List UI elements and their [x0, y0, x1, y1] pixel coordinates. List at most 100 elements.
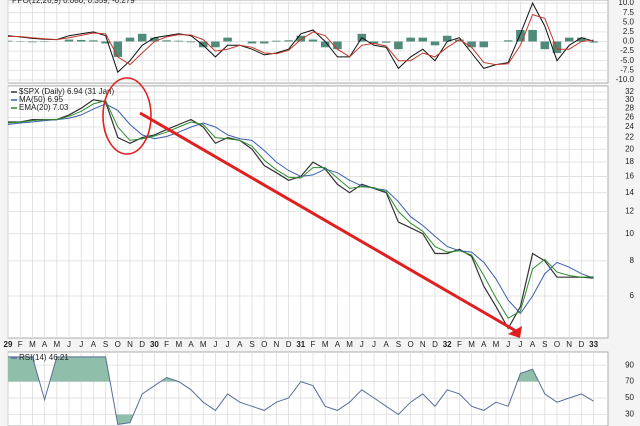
- y-tick-label: 0.0: [623, 37, 635, 46]
- histogram-bar: [296, 35, 306, 42]
- y-tick-label: 16: [625, 172, 634, 181]
- histogram-bar: [503, 40, 513, 42]
- y-tick-label: 14: [625, 188, 634, 197]
- histogram-bar: [186, 41, 196, 43]
- y-tick-label: -7.5: [620, 65, 634, 74]
- y-tick-label: 32: [625, 87, 634, 96]
- y-tick-label: 7.5: [623, 8, 635, 17]
- x-tick-label: A: [335, 340, 341, 349]
- y-tick-label: 22: [625, 133, 634, 142]
- histogram-bar: [308, 39, 318, 42]
- x-tick-label: 29: [4, 340, 13, 349]
- x-tick-label: S: [542, 340, 547, 349]
- histogram-bar: [381, 41, 391, 43]
- x-tick-label: N: [127, 340, 133, 349]
- x-tick-label: S: [249, 340, 254, 349]
- panel-title: PPO(12,26,9) 0.080, 0.359, -0.279: [12, 0, 135, 5]
- legend-label: RSI(14) 46.21: [19, 353, 69, 362]
- histogram-bar: [406, 37, 415, 42]
- histogram-bar: [198, 41, 208, 48]
- x-tick-label: O: [407, 340, 413, 349]
- y-tick-label: 10: [625, 229, 634, 238]
- y-tick-label: 12: [625, 207, 634, 216]
- y-tick-label: 90: [625, 360, 634, 369]
- y-tick-label: 20: [625, 144, 634, 153]
- y-tick-label: 30: [625, 95, 634, 104]
- y-tick-label: 2.5: [623, 27, 635, 36]
- legend-label: EMA(20) 7.03: [19, 103, 69, 112]
- x-tick-label: A: [91, 340, 97, 349]
- histogram-bar: [577, 37, 586, 42]
- x-tick-label: M: [493, 340, 500, 349]
- histogram-bar: [442, 35, 452, 42]
- y-tick-label: 10.0: [618, 0, 634, 7]
- x-tick-label: F: [311, 340, 316, 349]
- x-tick-label: J: [79, 340, 83, 349]
- x-tick-label: S: [103, 340, 108, 349]
- histogram-bar: [89, 40, 98, 42]
- x-tick-label: D: [579, 340, 585, 349]
- y-tick-label: 5.0: [623, 17, 635, 26]
- series-line: [8, 103, 594, 315]
- x-tick-label: A: [384, 340, 390, 349]
- histogram-bar: [394, 41, 403, 50]
- histogram-bar: [211, 41, 220, 48]
- plot: [8, 1, 598, 74]
- trend-line: [139, 111, 517, 333]
- x-tick-label: M: [346, 340, 353, 349]
- x-tick-label: N: [420, 340, 426, 349]
- x-tick-label: M: [175, 340, 182, 349]
- histogram-bar: [174, 40, 184, 42]
- y-tick-label: 28: [625, 103, 634, 112]
- x-tick-label: J: [67, 340, 71, 349]
- x-tick-label: A: [42, 340, 48, 349]
- y-tick-label: 18: [625, 157, 634, 166]
- x-tick-label: J: [518, 340, 522, 349]
- x-tick-label: F: [18, 340, 23, 349]
- y-tick-label: 26: [625, 112, 634, 121]
- legend-label: $SPX (Daily) 6.94 (31 Jan): [19, 87, 114, 96]
- x-tick-label: O: [115, 340, 121, 349]
- x-tick-label: 32: [443, 340, 452, 349]
- x-tick-label: A: [530, 340, 536, 349]
- zone-fill: [8, 356, 594, 382]
- histogram-bar: [418, 37, 428, 42]
- histogram-bar: [125, 37, 135, 42]
- histogram-bar: [247, 41, 257, 44]
- x-tick-label: 33: [589, 340, 598, 349]
- x-tick-label: N: [566, 340, 572, 349]
- x-tick-label: O: [554, 340, 560, 349]
- y-tick-label: 30: [625, 410, 634, 419]
- histogram-bar: [28, 41, 37, 43]
- histogram-bar: [589, 41, 598, 43]
- histogram-bar: [479, 41, 489, 48]
- histogram-bar: [8, 40, 13, 42]
- arrow-head: [508, 326, 522, 338]
- x-tick-label: N: [274, 340, 280, 349]
- histogram-bar: [430, 41, 440, 46]
- x-tick-label: M: [29, 340, 36, 349]
- x-tick-label: 31: [296, 340, 305, 349]
- x-tick-label: D: [432, 340, 438, 349]
- histogram-bar: [467, 41, 476, 48]
- histogram-bar: [162, 40, 171, 42]
- histogram-bar: [150, 37, 159, 42]
- histogram-bar: [369, 41, 379, 44]
- x-tick-label: J: [506, 340, 510, 349]
- histogram-bar: [76, 39, 86, 42]
- x-tick-label: M: [322, 340, 329, 349]
- series-line: [8, 356, 594, 425]
- x-tick-label: J: [213, 340, 217, 349]
- x-tick-label: M: [200, 340, 207, 349]
- x-tick-label: M: [53, 340, 60, 349]
- y-tick-label: 70: [625, 377, 634, 386]
- x-tick-label: D: [139, 340, 145, 349]
- highlight-circle: [102, 77, 152, 155]
- x-tick-label: O: [261, 340, 267, 349]
- y-tick-label: -2.5: [620, 46, 634, 55]
- panels: 10.07.55.02.50.0-2.5-5.0-7.5-10.0 PPO(12,…: [4, 0, 635, 426]
- annotations: [102, 77, 522, 338]
- x-tick-label: A: [481, 340, 487, 349]
- y-tick-label: 6: [630, 291, 635, 300]
